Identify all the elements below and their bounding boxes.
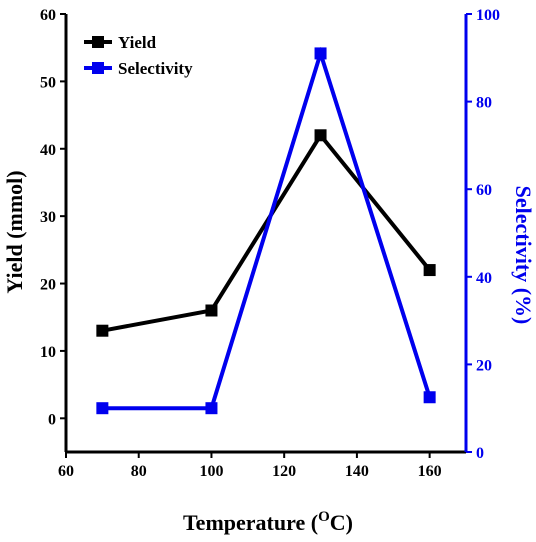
- legend-yield-label: Yield: [118, 33, 157, 52]
- y-right-tick-label: 100: [476, 7, 500, 24]
- y-left-axis-title: Yield (mmol): [2, 170, 27, 293]
- y-left-tick-label: 20: [40, 277, 56, 294]
- y-left-tick-label: 50: [40, 74, 56, 91]
- data-point-yield: [96, 324, 109, 337]
- y-right-tick-label: 0: [476, 445, 484, 462]
- legend-yield-marker: [92, 36, 104, 48]
- legend-selectivity-label: Selectivity: [118, 59, 193, 78]
- data-point-selectivity: [423, 391, 436, 404]
- axes: 60 80 100 120 140 160 0 10 20 30 40 50 60 0 20 40 60 80 10…: [40, 7, 500, 480]
- x-tick-label: 100: [199, 463, 223, 480]
- series-line-selectivity: [102, 46, 432, 411]
- x-tick-label: 160: [418, 463, 442, 480]
- y-right-tick-label: 20: [476, 357, 492, 374]
- y-right-tick-label: 40: [476, 270, 492, 287]
- y-right-axis-title: Selectivity (%): [511, 186, 536, 325]
- data-point-yield: [205, 304, 218, 317]
- y-left-tick-label: 0: [48, 411, 56, 428]
- y-left-tick-label: 30: [40, 209, 56, 226]
- x-tick-label: 140: [345, 463, 369, 480]
- series-layer: [96, 46, 436, 415]
- y-left-tick-label: 10: [40, 344, 56, 361]
- x-tick-label: 80: [131, 463, 147, 480]
- data-point-yield: [314, 129, 327, 142]
- x-tick-label: 120: [272, 463, 296, 480]
- y-left-tick-label: 60: [40, 7, 56, 24]
- data-point-selectivity: [205, 402, 218, 415]
- legend-selectivity-marker: [92, 62, 104, 74]
- x-axis-title: Temperature (OC): [183, 509, 353, 535]
- legend: Yield Selectivity: [84, 33, 193, 78]
- series-line-yield: [101, 131, 432, 333]
- y-right-tick-label: 60: [476, 182, 492, 199]
- y-left-tick-label: 40: [40, 142, 56, 159]
- data-point-yield: [423, 264, 436, 277]
- data-point-selectivity: [314, 47, 327, 60]
- x-tick-label: 60: [58, 463, 74, 480]
- y-right-tick-label: 80: [476, 95, 492, 112]
- data-point-selectivity: [96, 402, 109, 415]
